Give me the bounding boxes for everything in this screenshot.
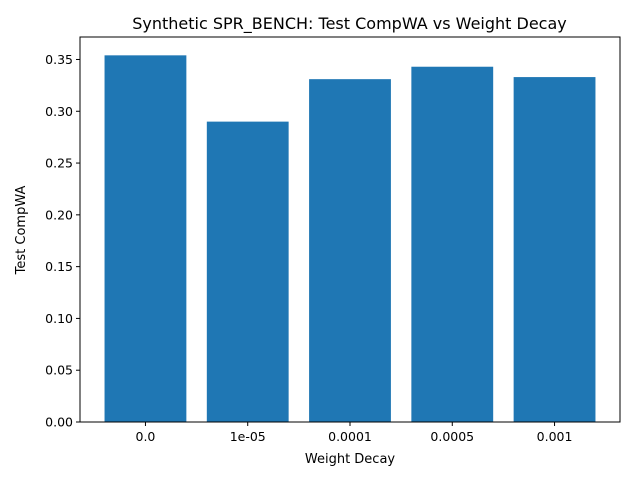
x-tick-label: 0.0001 bbox=[328, 429, 372, 444]
x-axis-ticks: 0.0 1e-05 0.0001 0.0005 0.001 bbox=[136, 422, 573, 444]
y-tick-label: 0.20 bbox=[45, 207, 73, 222]
x-axis-label: Weight Decay bbox=[305, 452, 396, 467]
bar-0.0001 bbox=[309, 79, 391, 422]
x-tick-label: 0.0005 bbox=[430, 429, 474, 444]
x-tick-label: 0.0 bbox=[136, 429, 156, 444]
plot-area-frame bbox=[79, 36, 621, 423]
y-tick-label: 0.15 bbox=[45, 259, 73, 274]
x-tick-label: 0.001 bbox=[537, 429, 573, 444]
y-tick-label: 0.05 bbox=[45, 363, 73, 378]
y-tick-label: 0.10 bbox=[45, 311, 73, 326]
bar-0.0 bbox=[104, 55, 187, 422]
bars-group bbox=[104, 55, 596, 422]
y-tick-label: 0.25 bbox=[45, 156, 73, 171]
y-axis-ticks: 0.00 0.05 0.10 0.15 0.20 0.25 0.30 0.35 bbox=[45, 52, 80, 430]
y-tick-label: 0.35 bbox=[45, 52, 73, 67]
bar-0.001 bbox=[513, 77, 596, 422]
y-tick-label: 0.30 bbox=[45, 104, 73, 119]
y-tick-label: 0.00 bbox=[45, 415, 73, 430]
x-tick-label: 1e-05 bbox=[230, 429, 266, 444]
chart-title: Synthetic SPR_BENCH: Test CompWA vs Weig… bbox=[132, 14, 567, 34]
y-axis-label: Test CompWA bbox=[14, 186, 29, 276]
bar-1e-05 bbox=[206, 121, 289, 422]
bar-0.0005 bbox=[411, 66, 494, 422]
